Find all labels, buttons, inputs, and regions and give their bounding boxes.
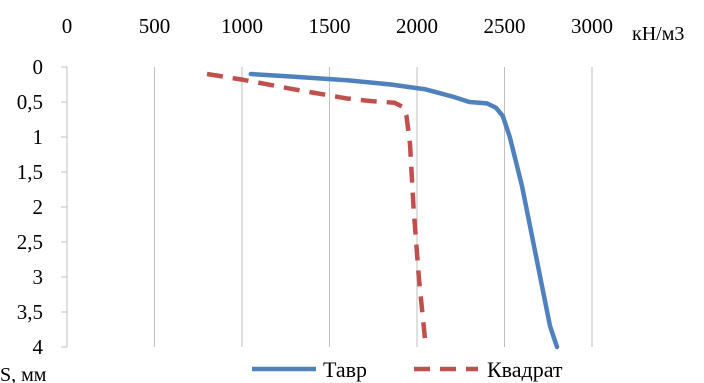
- series-line-tavr: [248, 71, 560, 350]
- series-line-kvadrat: [206, 71, 429, 348]
- tick-labels: 0 500 1000 1500 2000 2500 3000 0 0,5 1 1,5 2 2,5 3 3,5…: [17, 14, 613, 359]
- y-tick-label: 2,5: [17, 230, 43, 254]
- x-tick-label: 1000: [221, 14, 263, 38]
- legend-label-tavr: Тавр: [323, 357, 367, 382]
- y-axis-label: S, мм: [0, 364, 47, 383]
- y-tick-label: 1: [33, 125, 44, 149]
- legend: Тавр Квадрат: [252, 357, 563, 382]
- y-tick-label: 0,5: [17, 90, 43, 114]
- x-axis-label: кН/м3: [632, 23, 684, 45]
- x-tick-label: 1500: [309, 14, 351, 38]
- legend-label-kvadrat: Квадрат: [487, 357, 563, 382]
- x-tick-label: 2000: [396, 14, 438, 38]
- x-tick-label: 500: [139, 14, 171, 38]
- y-tick-label: 4: [33, 335, 44, 359]
- x-tick-label: 0: [62, 14, 73, 38]
- x-tick-label: 2500: [484, 14, 526, 38]
- y-tick-label: 3,5: [17, 300, 43, 324]
- y-tick-label: 3: [33, 265, 44, 289]
- x-tick-label: 3000: [571, 14, 613, 38]
- y-tick-label: 0: [33, 55, 44, 79]
- series-layer: [206, 71, 560, 350]
- y-tick-label: 1,5: [17, 160, 43, 184]
- y-tick-label: 2: [33, 195, 44, 219]
- grid-layer: [61, 66, 593, 348]
